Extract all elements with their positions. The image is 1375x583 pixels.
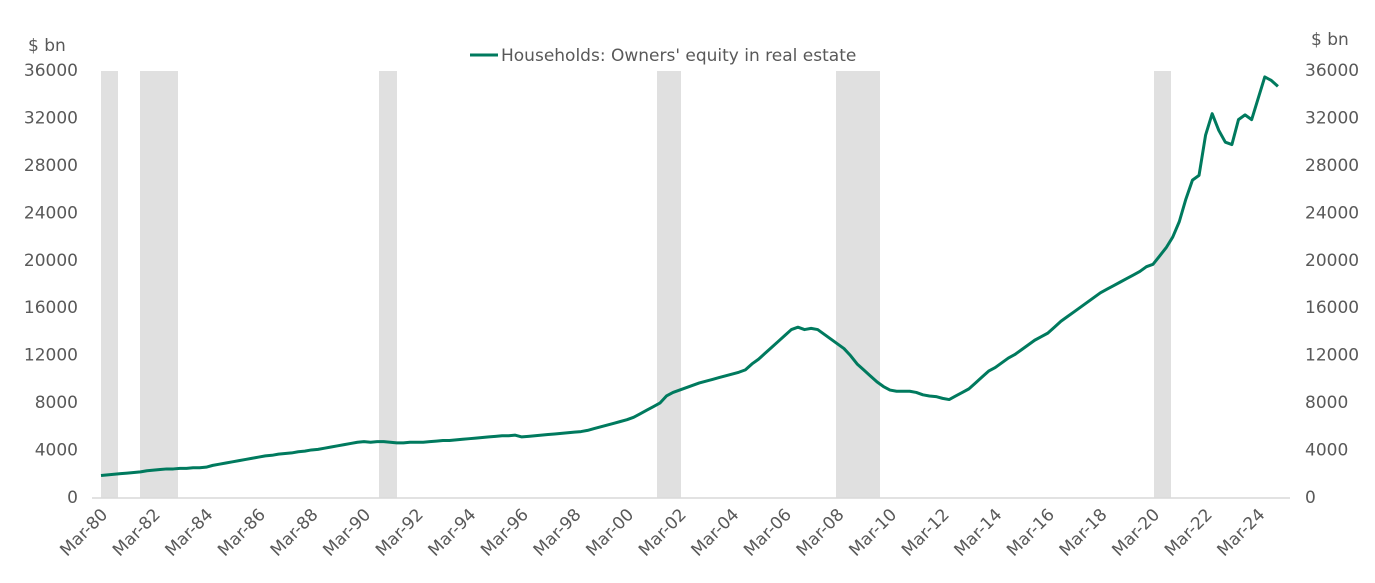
- x-tick-label: Mar-22: [1161, 505, 1217, 561]
- y2-tick-label: 20000: [1305, 251, 1359, 271]
- x-tick-label: Mar-96: [477, 505, 533, 561]
- y2-tick-label: 12000: [1305, 346, 1359, 366]
- y2-tick-label: 8000: [1305, 393, 1348, 413]
- y2-tick-label: 16000: [1305, 298, 1359, 318]
- shade: [836, 71, 880, 498]
- x-tick-label: Mar-12: [898, 505, 954, 561]
- x-tick-label: Mar-14: [951, 505, 1007, 561]
- x-tick-label: Mar-92: [372, 505, 428, 561]
- x-tick-label: Mar-88: [267, 505, 323, 561]
- shade: [1154, 71, 1171, 498]
- y2-tick-label: 28000: [1305, 156, 1359, 176]
- y-tick-label: 28000: [24, 156, 78, 176]
- shade: [657, 71, 681, 498]
- x-tick-label: Mar-84: [162, 505, 218, 561]
- y-tick-label: 12000: [24, 346, 78, 366]
- y-tick-label: 0: [67, 488, 78, 508]
- x-tick-label: Mar-00: [582, 505, 638, 561]
- y-tick-label: 36000: [24, 61, 78, 81]
- y2-axis-label: $ bn: [1311, 30, 1349, 50]
- x-tick-label: Mar-04: [688, 505, 744, 561]
- x-tick-label: Mar-10: [845, 505, 901, 561]
- y-tick-label: 20000: [24, 251, 78, 271]
- x-tick-label: Mar-24: [1214, 505, 1270, 561]
- x-tick-label: Mar-16: [1003, 505, 1059, 561]
- y-tick-label: 4000: [35, 441, 78, 461]
- y-tick-label: 24000: [24, 203, 78, 223]
- y2-tick-label: 24000: [1305, 203, 1359, 223]
- x-tick-label: Mar-20: [1108, 505, 1164, 561]
- x-tick-label: Mar-98: [530, 505, 586, 561]
- shade: [379, 71, 397, 498]
- y2-tick-label: 32000: [1305, 108, 1359, 128]
- shade: [140, 71, 178, 498]
- y2-tick-label: 36000: [1305, 61, 1359, 81]
- y2-tick-label: 4000: [1305, 441, 1348, 461]
- y-tick-label: 32000: [24, 108, 78, 128]
- legend-label: Households: Owners' equity in real estat…: [501, 46, 856, 66]
- x-tick-label: Mar-90: [319, 505, 375, 561]
- x-tick-label: Mar-86: [214, 505, 270, 561]
- x-tick-label: Mar-02: [635, 505, 691, 561]
- x-tick-label: Mar-08: [793, 505, 849, 561]
- x-tick-label: Mar-80: [56, 505, 112, 561]
- series-line: [100, 75, 1279, 477]
- x-tick-label: Mar-94: [425, 505, 481, 561]
- y-tick-label: 8000: [35, 393, 78, 413]
- y-tick-label: 16000: [24, 298, 78, 318]
- x-tick-label: Mar-82: [109, 505, 165, 561]
- recession-shading: [101, 71, 1171, 498]
- y-axis-label: $ bn: [28, 36, 66, 56]
- shade: [101, 71, 118, 498]
- y2-tick-label: 0: [1305, 488, 1316, 508]
- x-tick-label: Mar-06: [740, 505, 796, 561]
- x-tick-label: Mar-18: [1056, 505, 1112, 561]
